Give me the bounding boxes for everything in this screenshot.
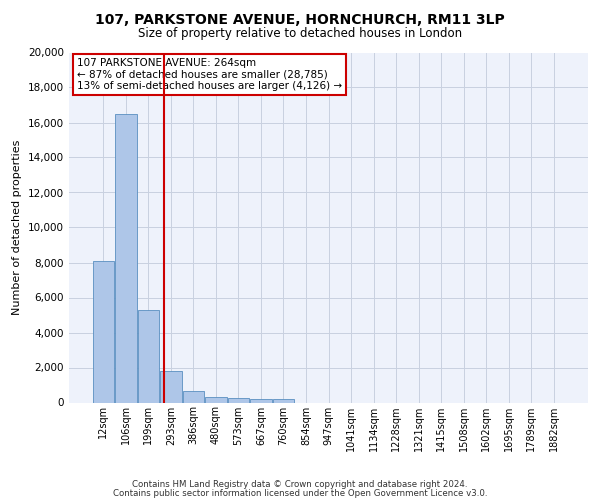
Bar [205,397,227,402]
Text: Contains public sector information licensed under the Open Government Licence v3: Contains public sector information licen… [113,488,487,498]
Bar [160,371,182,402]
Bar [250,399,272,402]
Bar [115,114,137,403]
Bar [92,261,114,402]
Text: Contains HM Land Registry data © Crown copyright and database right 2024.: Contains HM Land Registry data © Crown c… [132,480,468,489]
Bar [137,310,159,402]
Text: 107, PARKSTONE AVENUE, HORNCHURCH, RM11 3LP: 107, PARKSTONE AVENUE, HORNCHURCH, RM11 … [95,12,505,26]
Y-axis label: Number of detached properties: Number of detached properties [13,140,22,315]
Bar [182,391,204,402]
Text: Size of property relative to detached houses in London: Size of property relative to detached ho… [138,28,462,40]
Bar [228,398,249,402]
Bar [273,399,294,402]
Text: 107 PARKSTONE AVENUE: 264sqm
← 87% of detached houses are smaller (28,785)
13% o: 107 PARKSTONE AVENUE: 264sqm ← 87% of de… [77,58,342,91]
